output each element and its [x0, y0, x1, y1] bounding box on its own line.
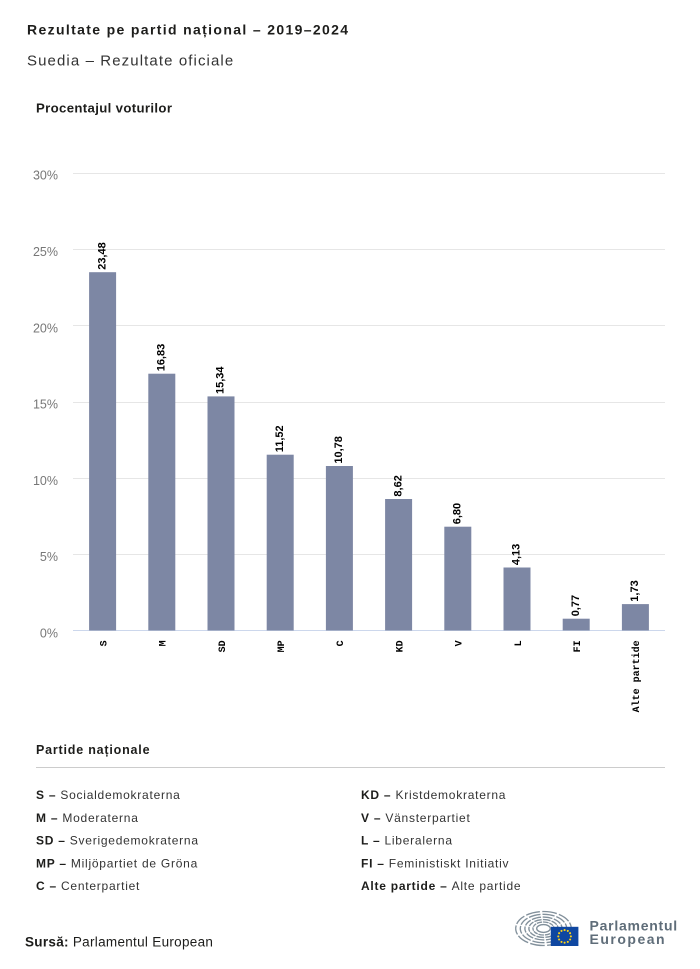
svg-text:S: S: [99, 640, 110, 646]
svg-text:FI – Feministiskt Initiativ: FI – Feministiskt Initiativ: [361, 856, 509, 870]
svg-text:15%: 15%: [33, 398, 58, 412]
svg-text:C – Centerpartiet: C – Centerpartiet: [36, 879, 140, 893]
svg-text:11,52: 11,52: [274, 425, 286, 452]
svg-text:Sursă: Parlamentul European: Sursă: Parlamentul European: [25, 935, 213, 950]
svg-text:FI: FI: [573, 640, 584, 652]
svg-text:5%: 5%: [40, 550, 58, 564]
svg-text:8,62: 8,62: [392, 475, 404, 496]
svg-text:MP: MP: [277, 640, 288, 652]
svg-text:23,48: 23,48: [96, 242, 108, 270]
svg-text:30%: 30%: [33, 169, 58, 183]
svg-text:Procentajul voturilor: Procentajul voturilor: [36, 101, 172, 116]
svg-text:15,34: 15,34: [215, 366, 227, 394]
svg-text:L: L: [514, 640, 525, 646]
svg-text:20%: 20%: [33, 321, 58, 335]
svg-text:Alte partide – Alte partide: Alte partide – Alte partide: [361, 879, 521, 893]
svg-text:Partide naționale: Partide naționale: [36, 743, 150, 757]
svg-text:C: C: [336, 640, 347, 646]
svg-text:Suedia – Rezultate oficiale: Suedia – Rezultate oficiale: [27, 52, 234, 69]
svg-text:M – Moderaterna: M – Moderaterna: [36, 811, 139, 825]
svg-text:S – Socialdemokraterna: S – Socialdemokraterna: [36, 788, 181, 802]
svg-text:0,77: 0,77: [570, 595, 582, 616]
svg-text:Rezultate pe partid național –: Rezultate pe partid național – 2019–2024: [27, 21, 349, 37]
svg-text:Alte partide: Alte partide: [631, 640, 643, 712]
svg-text:L – Liberalerna: L – Liberalerna: [361, 834, 453, 848]
svg-text:1,73: 1,73: [629, 580, 641, 601]
svg-text:25%: 25%: [33, 245, 58, 259]
svg-text:SD – Sverigedemokraterna: SD – Sverigedemokraterna: [36, 834, 199, 848]
svg-text:SD: SD: [218, 640, 229, 652]
svg-text:KD: KD: [395, 640, 406, 652]
svg-text:MP – Miljöpartiet de Gröna: MP – Miljöpartiet de Gröna: [36, 856, 198, 870]
svg-text:Parlamentul: Parlamentul: [590, 918, 678, 934]
svg-text:0%: 0%: [40, 627, 58, 641]
svg-text:6,80: 6,80: [452, 503, 464, 524]
svg-text:V: V: [455, 640, 466, 646]
svg-text:M: M: [159, 640, 170, 646]
svg-text:10%: 10%: [33, 474, 58, 488]
svg-text:KD – Kristdemokraterna: KD – Kristdemokraterna: [361, 788, 506, 802]
svg-text:10,78: 10,78: [333, 436, 345, 464]
svg-text:4,13: 4,13: [511, 544, 523, 565]
svg-text:European: European: [590, 931, 667, 947]
svg-text:V – Vänsterpartiet: V – Vänsterpartiet: [361, 811, 471, 825]
svg-text:16,83: 16,83: [156, 344, 168, 372]
